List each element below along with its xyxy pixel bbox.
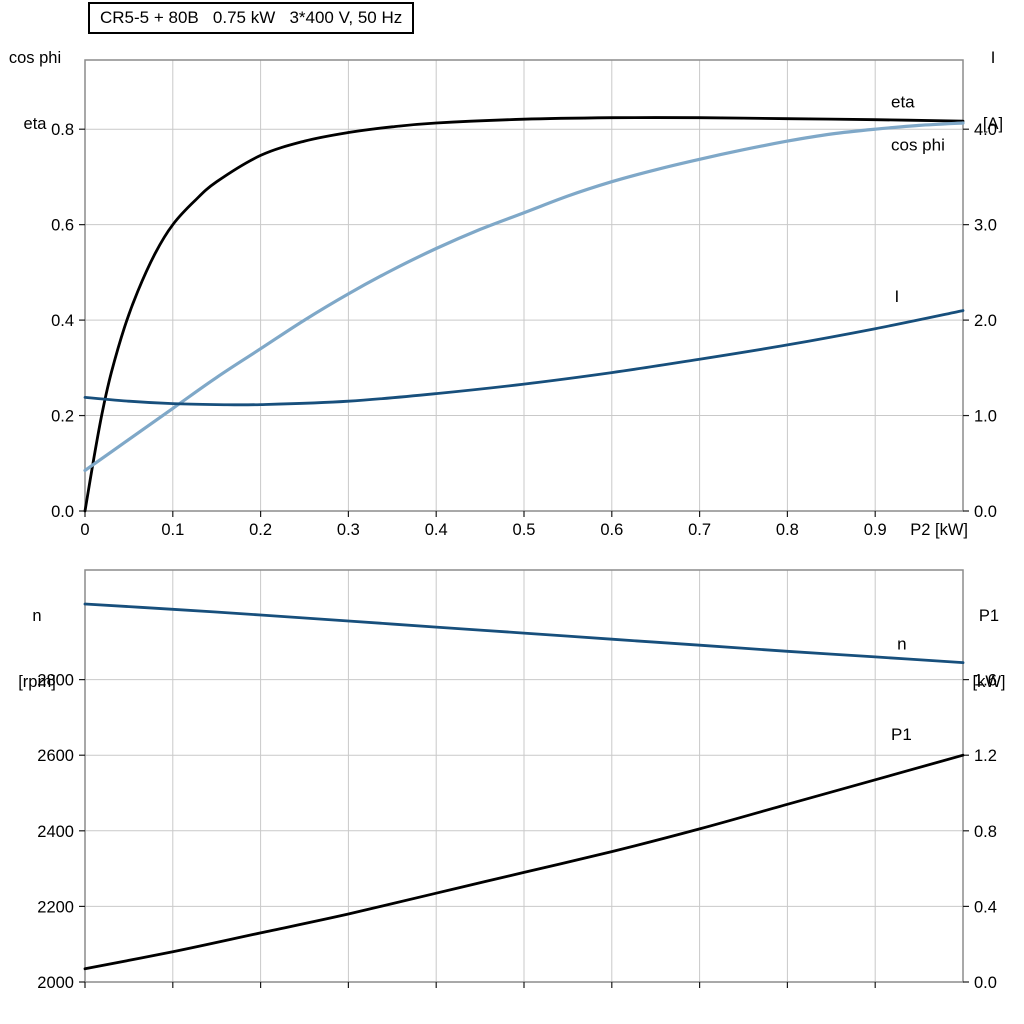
bottom-right-axis-label: P1 [kW] bbox=[960, 561, 1018, 737]
curve-label-cos-phi: cos phi bbox=[891, 136, 945, 155]
top-right-axis-label: I [A] bbox=[968, 3, 1018, 179]
svg-text:1.0: 1.0 bbox=[974, 408, 997, 426]
svg-text:0: 0 bbox=[80, 521, 89, 539]
bottom-left-axis-label: n [rpm] bbox=[4, 561, 70, 737]
svg-text:2600: 2600 bbox=[37, 747, 74, 765]
curve-p1 bbox=[83, 753, 965, 971]
svg-text:2000: 2000 bbox=[37, 974, 74, 992]
svg-text:0.0: 0.0 bbox=[51, 503, 74, 521]
axis-label-current-unit: [A] bbox=[982, 115, 1004, 133]
svg-text:0.7: 0.7 bbox=[688, 521, 711, 539]
svg-text:2400: 2400 bbox=[37, 823, 74, 841]
curve-current bbox=[83, 309, 965, 407]
gridlines bbox=[85, 570, 963, 982]
svg-text:0.9: 0.9 bbox=[864, 521, 887, 539]
svg-text:0.8: 0.8 bbox=[974, 823, 997, 841]
curve-label-speed: n bbox=[897, 634, 906, 653]
axis-label-p1: P1 bbox=[978, 607, 1000, 625]
svg-text:1.6: 1.6 bbox=[974, 672, 997, 690]
curve-label-eta: eta bbox=[891, 93, 915, 112]
svg-text:0.3: 0.3 bbox=[337, 521, 360, 539]
curve-cos-phi bbox=[83, 121, 965, 472]
svg-text:0.0: 0.0 bbox=[974, 503, 997, 521]
curve-label-current: I bbox=[895, 287, 900, 306]
svg-text:2800: 2800 bbox=[37, 672, 74, 690]
axis-tick-labels: 2000 2200 2400 2600 2800 0.0 0.4 0.8 1.2 1.6 bbox=[37, 672, 997, 992]
curve-eta bbox=[83, 116, 965, 513]
svg-text:0.1: 0.1 bbox=[161, 521, 184, 539]
svg-text:1.2: 1.2 bbox=[974, 747, 997, 765]
svg-text:0.6: 0.6 bbox=[51, 217, 74, 235]
curve-speed bbox=[83, 602, 965, 664]
speed-power-chart: 2000 2200 2400 2600 2800 0.0 0.4 0.8 1.2 1.6 n P1 bbox=[37, 569, 997, 992]
svg-text:2.0: 2.0 bbox=[974, 312, 997, 330]
axis-ticks bbox=[79, 128, 969, 517]
svg-text:0.4: 0.4 bbox=[425, 521, 448, 539]
motor-performance-chart: 0 0.1 0.2 0.3 0.4 0.5 0.6 0.7 0.8 0.9 P2 [kW] 0.0 0.… bbox=[51, 59, 997, 539]
axis-label-cos-phi: cos phi bbox=[8, 49, 62, 67]
svg-text:0.2: 0.2 bbox=[249, 521, 272, 539]
svg-text:0.8: 0.8 bbox=[51, 121, 74, 139]
svg-text:0.0: 0.0 bbox=[974, 974, 997, 992]
axis-tick-labels: 0 0.1 0.2 0.3 0.4 0.5 0.6 0.7 0.8 0.9 P2 [kW] 0.0 0.… bbox=[51, 121, 997, 539]
svg-text:0.5: 0.5 bbox=[513, 521, 536, 539]
top-left-axis-label: cos phi eta bbox=[2, 3, 68, 179]
svg-text:4.0: 4.0 bbox=[974, 121, 997, 139]
svg-text:0.8: 0.8 bbox=[776, 521, 799, 539]
axis-label-speed: n bbox=[32, 607, 42, 625]
svg-text:3.0: 3.0 bbox=[974, 217, 997, 235]
axis-label-p1-unit: [kW] bbox=[972, 673, 1006, 691]
svg-text:0.4: 0.4 bbox=[51, 312, 74, 330]
svg-text:0.4: 0.4 bbox=[974, 898, 997, 916]
axis-ticks bbox=[79, 679, 969, 988]
x-axis-unit-label: P2 [kW] bbox=[910, 521, 968, 539]
axis-label-current: I bbox=[990, 49, 996, 67]
chart-title-box: CR5-5 + 80B 0.75 kW 3*400 V, 50 Hz bbox=[88, 2, 415, 34]
curve-label-p1: P1 bbox=[891, 725, 912, 744]
gridlines bbox=[85, 60, 963, 511]
axis-label-eta: eta bbox=[23, 115, 47, 133]
axis-label-speed-unit: [rpm] bbox=[18, 673, 56, 691]
svg-text:0.2: 0.2 bbox=[51, 408, 74, 426]
svg-text:0.6: 0.6 bbox=[600, 521, 623, 539]
svg-text:2200: 2200 bbox=[37, 898, 74, 916]
